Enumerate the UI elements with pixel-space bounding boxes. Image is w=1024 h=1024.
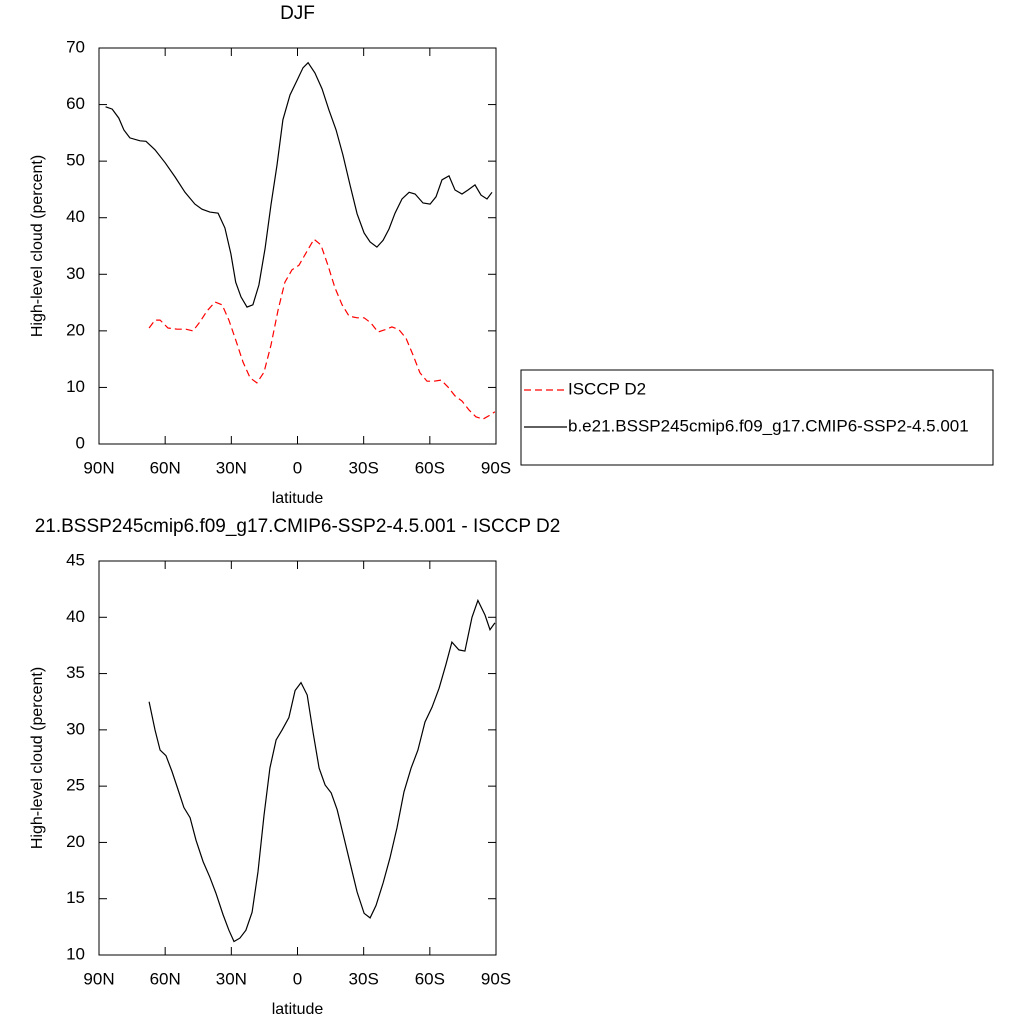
x-tick-label: 30S: [349, 969, 379, 988]
x-tick-label: 30N: [216, 969, 247, 988]
y-tick-label: 10: [66, 944, 85, 963]
series-line: [105, 61, 493, 308]
y-tick-label: 70: [66, 37, 85, 56]
y-axis-label: High-level cloud (percent): [29, 155, 46, 337]
plot-frame: [98, 47, 497, 445]
x-tick-label: 60S: [415, 458, 445, 477]
y-tick-label: 25: [66, 776, 85, 795]
x-tick-label: 0: [293, 458, 302, 477]
y-tick-label: 50: [66, 151, 85, 170]
x-tick-label: 90N: [83, 458, 114, 477]
y-tick-label: 15: [66, 888, 85, 907]
x-tick-label: 90N: [83, 969, 114, 988]
y-tick-label: 40: [66, 207, 85, 226]
y-tick-label: 20: [66, 320, 85, 339]
legend-box: [520, 369, 994, 466]
y-tick-label: 20: [66, 832, 85, 851]
legend-label: b.e21.BSSP245cmip6.f09_g17.CMIP6-SSP2-4.…: [568, 416, 969, 435]
x-tick-label: 60N: [150, 969, 181, 988]
x-tick-label: 90S: [481, 458, 511, 477]
y-tick-label: 30: [66, 264, 85, 283]
y-tick-label: 60: [66, 94, 85, 113]
legend-label: ISCCP D2: [568, 379, 646, 398]
chart-title: 21.BSSP245cmip6.f09_g17.CMIP6-SSP2-4.5.0…: [35, 516, 561, 537]
y-tick-label: 45: [66, 550, 85, 569]
y-tick-label: 0: [76, 433, 85, 452]
y-tick-label: 40: [66, 607, 85, 626]
x-tick-label: 90S: [481, 969, 511, 988]
y-tick-label: 10: [66, 377, 85, 396]
series-line: [148, 598, 496, 943]
y-tick-label: 35: [66, 663, 85, 682]
x-tick-label: 30N: [216, 458, 247, 477]
series-line: [148, 238, 496, 420]
x-axis-label: latitude: [272, 490, 324, 507]
x-axis-label: latitude: [272, 1001, 324, 1018]
y-tick-label: 30: [66, 719, 85, 738]
chart-title: DJF: [280, 3, 315, 24]
x-tick-label: 0: [293, 969, 302, 988]
x-tick-label: 60N: [150, 458, 181, 477]
x-tick-label: 30S: [349, 458, 379, 477]
y-axis-label: High-level cloud (percent): [29, 667, 46, 849]
plot-frame: [98, 560, 497, 956]
x-tick-label: 60S: [415, 969, 445, 988]
